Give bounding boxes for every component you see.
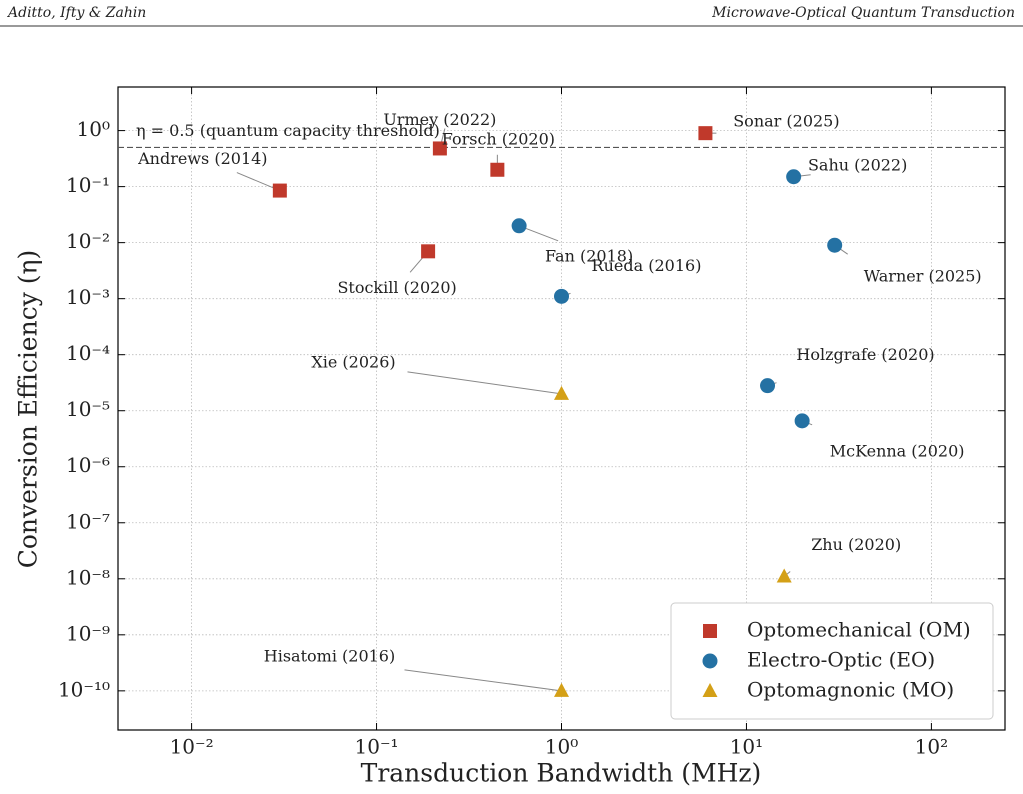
marker	[786, 169, 802, 185]
marker	[554, 682, 569, 697]
x-tick-label: 10²	[915, 735, 948, 759]
point-label: Urmey (2022)	[383, 110, 496, 129]
marker	[554, 288, 569, 304]
y-tick-label: 10⁻²	[66, 229, 110, 253]
point-label: Stockill (2020)	[337, 278, 456, 297]
marker	[511, 218, 527, 234]
annotation-line	[407, 371, 562, 395]
legend-label: Optomechanical (OM)	[747, 618, 971, 642]
marker	[827, 237, 843, 253]
y-tick-label: 10⁻¹⁰	[58, 677, 110, 701]
y-tick-label: 10⁻⁴	[66, 341, 110, 365]
y-tick-label: 10⁻³	[66, 285, 110, 309]
marker	[554, 385, 569, 400]
x-tick-label: 10⁰	[545, 735, 578, 759]
annotation-line	[404, 669, 562, 692]
marker	[272, 183, 287, 198]
marker	[698, 126, 713, 141]
y-tick-label: 10⁻¹	[66, 173, 110, 197]
marker	[421, 244, 436, 259]
point-label: Rueda (2016)	[592, 256, 702, 275]
point-label: Sonar (2025)	[733, 112, 839, 131]
point-label: McKenna (2020)	[830, 441, 965, 460]
x-tick-label: 10⁻¹	[355, 735, 399, 759]
point-label: Warner (2025)	[864, 267, 982, 286]
point-label: Zhu (2020)	[811, 535, 901, 554]
point-label: Andrews (2014)	[137, 149, 267, 168]
y-tick-label: 10⁻⁶	[66, 453, 110, 477]
header-title: Microwave-Optical Quantum Transduction	[711, 5, 1015, 21]
point-label: Forsch (2020)	[442, 129, 555, 148]
marker	[776, 568, 792, 583]
legend-marker	[702, 653, 718, 669]
legend-box	[670, 602, 994, 720]
y-tick-label: 10⁰	[77, 117, 110, 141]
legend-marker	[702, 683, 718, 697]
marker	[794, 413, 810, 429]
marker	[760, 378, 776, 394]
legend-marker	[703, 624, 717, 638]
threshold-label: η = 0.5 (quantum capacity threshold)	[136, 121, 440, 140]
x-tick-label: 10¹	[730, 735, 763, 759]
marker	[432, 141, 447, 156]
y-tick-label: 10⁻⁹	[66, 621, 110, 645]
point-label: Hisatomi (2016)	[264, 646, 395, 665]
y-tick-label: 10⁻⁷	[66, 509, 110, 533]
point-label: Holzgrafe (2020)	[796, 345, 934, 364]
point-label: Fan (2018)	[545, 246, 633, 265]
y-axis-label: Conversion Efficiency (η)	[14, 250, 43, 569]
marker	[490, 162, 505, 177]
x-tick-label: 10⁻²	[170, 735, 214, 759]
header-authors: Aditto, Ifty & Zahin	[6, 5, 146, 21]
y-tick-label: 10⁻⁸	[66, 565, 110, 589]
annotation-line	[236, 172, 281, 192]
y-tick-label: 10⁻⁵	[66, 397, 110, 421]
legend-label: Electro-Optic (EO)	[747, 648, 935, 672]
point-label: Xie (2026)	[311, 352, 395, 371]
legend-label: Optomagnonic (MO)	[747, 678, 954, 702]
x-axis-label: Transduction Bandwidth (MHz)	[361, 759, 762, 788]
point-label: Sahu (2022)	[808, 155, 907, 174]
plot-frame	[117, 86, 1006, 731]
